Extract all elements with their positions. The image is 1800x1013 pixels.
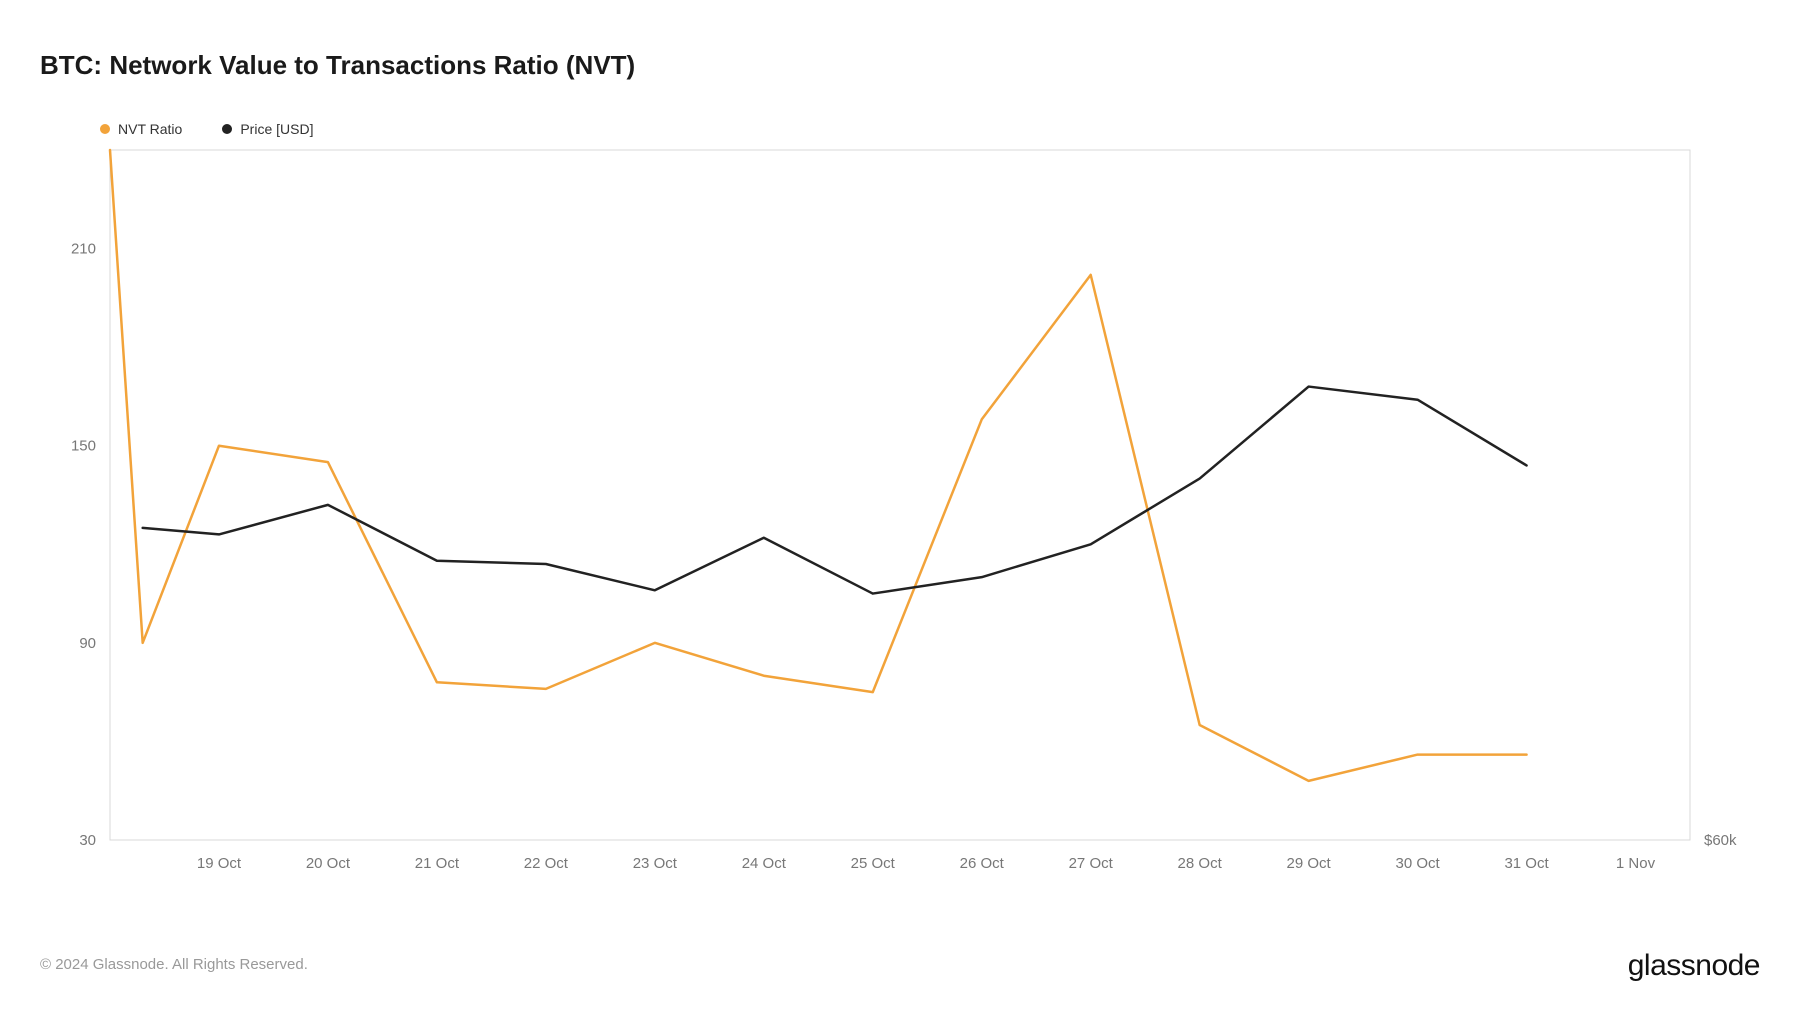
legend-label-price: Price [USD] — [240, 121, 313, 137]
y2-tick-label: $60k — [1704, 832, 1737, 849]
x-tick-label: 28 Oct — [1178, 855, 1223, 872]
x-tick-label: 24 Oct — [742, 855, 787, 872]
x-tick-label: 26 Oct — [960, 855, 1005, 872]
chart-area: 30 90 150 210 $60k 19 Oct 20 Oct 21 Oct 22 Oct 23… — [40, 145, 1760, 885]
y-tick-label: 150 — [71, 438, 96, 455]
x-tick-label: 30 Oct — [1395, 855, 1440, 872]
x-tick-label: 21 Oct — [415, 855, 460, 872]
legend-dot-price — [222, 124, 232, 134]
brand-logo: glassnode — [1628, 949, 1760, 983]
x-tick-label: 27 Oct — [1069, 855, 1114, 872]
x-tick-label: 22 Oct — [524, 855, 569, 872]
x-tick-label: 19 Oct — [197, 855, 242, 872]
y-tick-label: 90 — [79, 635, 96, 652]
chart-title: BTC: Network Value to Transactions Ratio… — [40, 50, 1760, 81]
x-tick-label: 31 Oct — [1504, 855, 1549, 872]
x-tick-label: 1 Nov — [1616, 855, 1656, 872]
copyright-text: © 2024 Glassnode. All Rights Reserved. — [40, 956, 308, 973]
series-line — [110, 150, 1527, 781]
legend: NVT Ratio Price [USD] — [100, 121, 1760, 137]
x-tick-label: 23 Oct — [633, 855, 678, 872]
y-tick-label: 210 — [71, 241, 96, 258]
x-tick-label: 25 Oct — [851, 855, 896, 872]
legend-item-price: Price [USD] — [222, 121, 313, 137]
x-tick-label: 29 Oct — [1287, 855, 1332, 872]
y-tick-label: 30 — [79, 832, 96, 849]
x-tick-label: 20 Oct — [306, 855, 351, 872]
legend-item-nvt: NVT Ratio — [100, 121, 182, 137]
series-line — [143, 387, 1527, 594]
legend-label-nvt: NVT Ratio — [118, 121, 182, 137]
chart-svg: 30 90 150 210 $60k 19 Oct 20 Oct 21 Oct 22 Oct 23… — [40, 145, 1760, 885]
legend-dot-nvt — [100, 124, 110, 134]
